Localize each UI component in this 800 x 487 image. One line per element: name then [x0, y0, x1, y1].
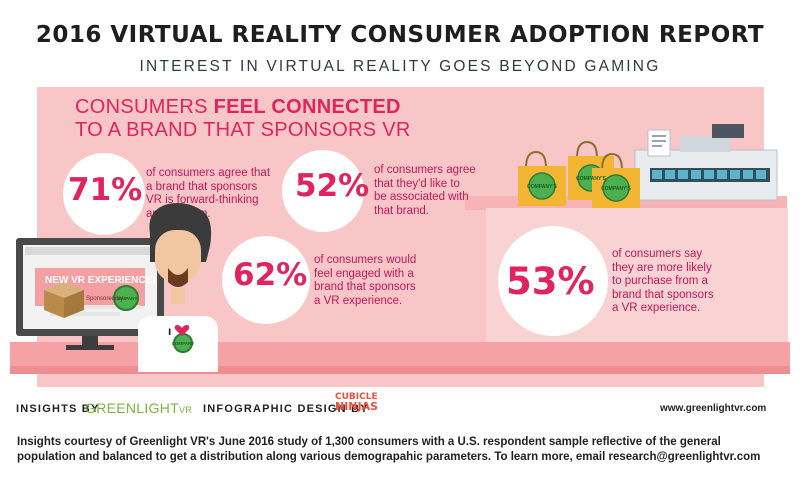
section-headline: CONSUMERS FEEL CONNECTED TO A BRAND THAT…: [75, 96, 411, 142]
stat-71-line: a brand that sponsors: [146, 180, 258, 193]
shopping-bag-icon: [592, 152, 640, 208]
stat-71-value: 71%: [68, 172, 143, 208]
headline-line-1: CONSUMERS FEEL CONNECTED: [75, 96, 411, 119]
stat-62-line: brand that sponsors: [314, 281, 416, 293]
website-link[interactable]: www.greenlightvr.com: [660, 403, 767, 414]
stat-52-description: of consumers agree that they'd like to b…: [374, 164, 476, 218]
monitor-sponsored-text: Sponsored by: [86, 296, 123, 302]
greenlight-logo: GREENLIGHTVR: [85, 400, 192, 416]
bag-label: COMPANY'S: [576, 176, 606, 182]
stat-52-line: that they'd like to: [374, 177, 460, 190]
stat-62-line: of consumers would: [314, 254, 417, 266]
headline-prefix: CONSUMERS: [75, 96, 214, 118]
floor-base: [10, 366, 790, 374]
stat-53-line: to purchase from a: [612, 275, 708, 287]
source-note-line: Insights courtesy of Greenlight VR's Jun…: [17, 436, 721, 448]
greenlight-logo-text: GREENLIGHT: [85, 400, 180, 416]
shirt-text: I: [168, 328, 171, 338]
design-label: INFOGRAPHIC DESIGN BY: [203, 403, 369, 415]
monitor-badge-text: COMPANY: [115, 296, 138, 301]
monitor-icon: [16, 238, 164, 350]
insights-label: INSIGHTS BY: [16, 403, 100, 415]
cubicle-ninjas-logo: CUBICLE NINJAS: [335, 392, 379, 413]
monitor-banner-text: NEW VR EXPERIENCE!: [45, 275, 156, 286]
stat-62-circle: [222, 236, 310, 324]
stat-62-line: feel engaged with a: [314, 267, 414, 280]
bag-label: COMPANY'S: [601, 186, 631, 192]
headline-line-2: TO A BRAND THAT SPONSORS VR: [75, 119, 411, 141]
stat-62-description: of consumers would feel engaged with a b…: [314, 254, 416, 308]
cash-register-icon: [634, 124, 778, 201]
stat-52-line: of consumers agree: [374, 164, 476, 176]
shopping-bag-icon: [518, 150, 566, 206]
ninjas-logo-line: NINJAS: [335, 400, 379, 413]
stat-53-line: a VR experience.: [612, 302, 701, 314]
stat-71-line: VR is forward-thinking: [146, 194, 259, 206]
stat-52-line: be associated with: [374, 191, 469, 203]
stat-53-line: they are more likely: [612, 261, 712, 274]
stat-53-value: 53%: [506, 260, 595, 303]
stat-53-description: of consumers say they are more likely to…: [612, 248, 714, 316]
headline-emphasis: FEEL CONNECTED: [213, 96, 401, 118]
stat-53-line: of consumers say: [612, 248, 703, 260]
source-note-line: population and balanced to get a distrib…: [17, 451, 761, 463]
greenlight-logo-vr: VR: [179, 405, 193, 415]
stat-71-circle: [63, 153, 145, 235]
bag-label: COMPANY'S: [527, 184, 557, 190]
stat-71-line: of consumers agree that: [146, 167, 271, 179]
person-illustration: [138, 203, 218, 372]
ninjas-logo-line: CUBICLE: [335, 392, 378, 402]
source-note: Insights courtesy of Greenlight VR's Jun…: [17, 435, 787, 465]
page-subtitle: INTEREST IN VIRTUAL REALITY GOES BEYOND …: [139, 58, 661, 75]
stat-62-line: a VR experience.: [314, 294, 403, 307]
stat-52-value: 52%: [295, 168, 370, 204]
stat-53-line: brand that sponsors: [612, 288, 714, 301]
stat-53-circle: [498, 226, 608, 336]
stat-52-line: that brand.: [374, 204, 429, 217]
stat-52-circle: [282, 150, 364, 232]
stat-62-value: 62%: [233, 257, 308, 293]
shirt-badge-text: COMPANY: [172, 341, 195, 346]
page-title: 2016 VIRTUAL REALITY CONSUMER ADOPTION R…: [35, 22, 765, 48]
